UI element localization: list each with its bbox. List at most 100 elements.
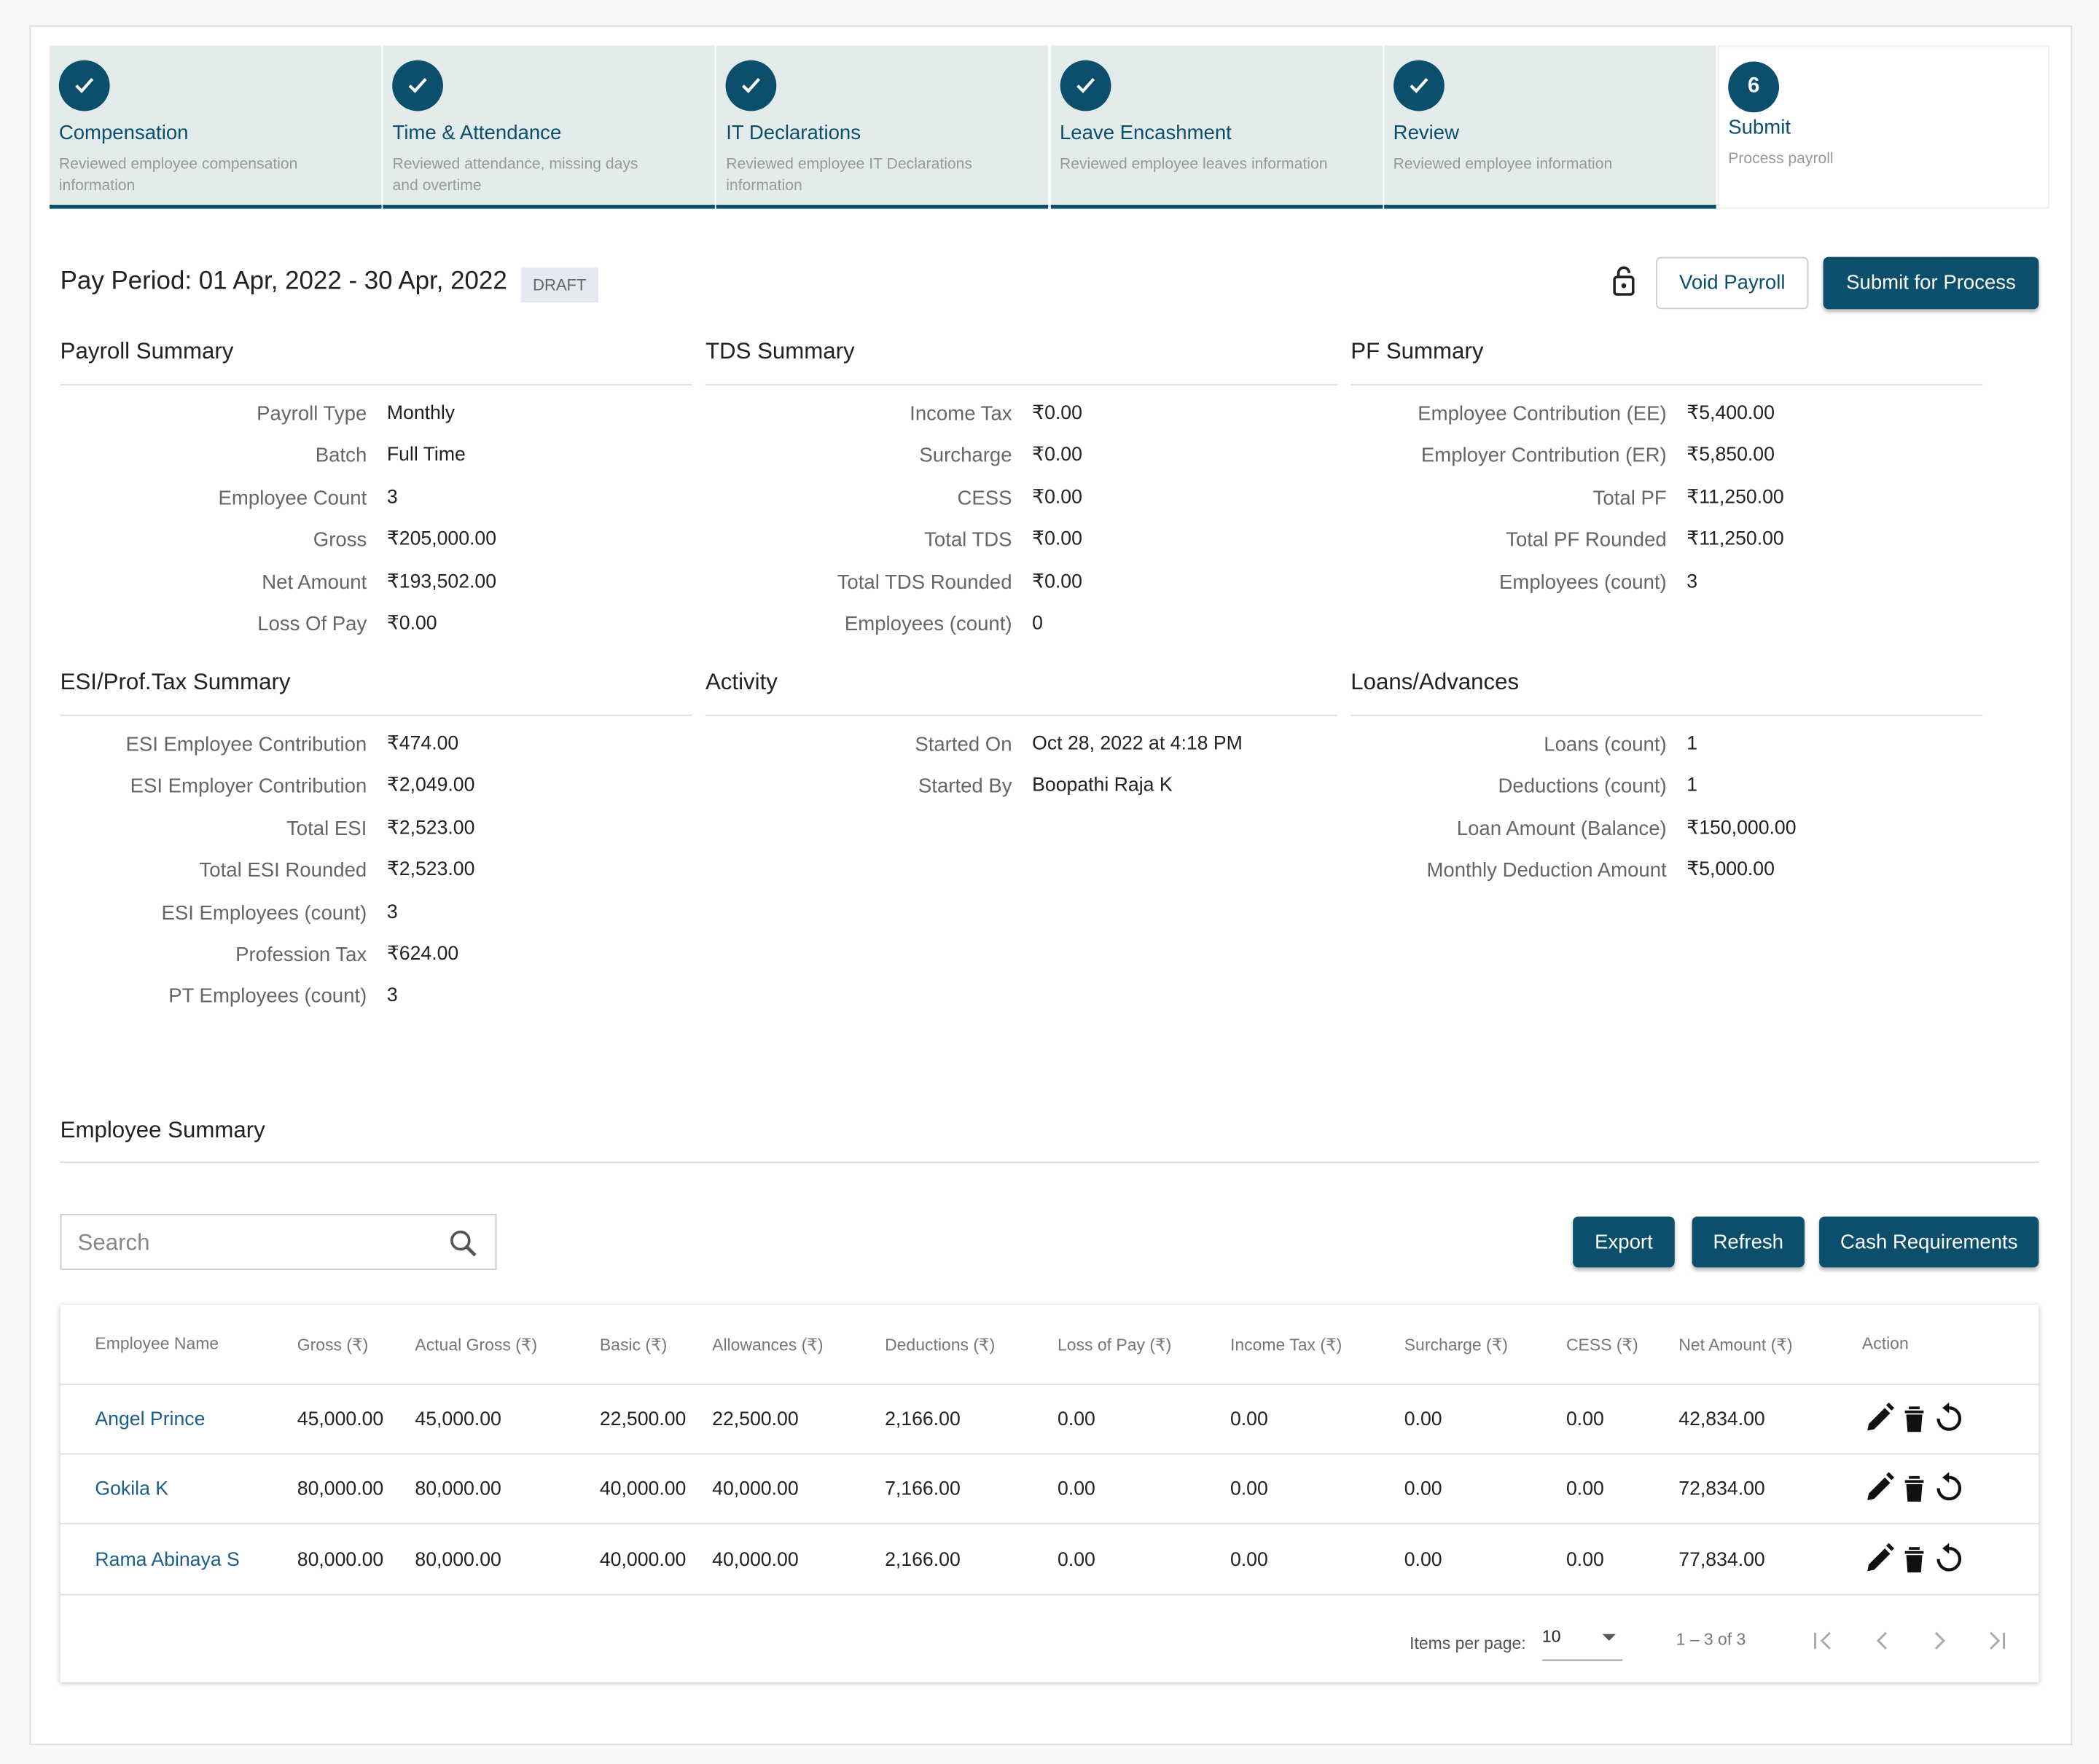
reset-icon[interactable] bbox=[1936, 1476, 1962, 1501]
cell: 45,000.00 bbox=[297, 1409, 384, 1431]
void-payroll-button[interactable]: Void Payroll bbox=[1656, 256, 1809, 310]
field-value: 1 bbox=[1686, 775, 1698, 797]
column-header: Allowances (₹) bbox=[712, 1336, 824, 1355]
table-button[interactable]: Cash Requirements bbox=[1819, 1216, 2039, 1268]
field-value: 3 bbox=[386, 901, 398, 923]
step-circle bbox=[1059, 60, 1111, 111]
employee-link[interactable]: Rama Abinaya S bbox=[95, 1549, 240, 1571]
submit-button[interactable]: Submit for Process bbox=[1823, 256, 2039, 310]
field-value: Oct 28, 2022 at 4:18 PM bbox=[1032, 733, 1243, 755]
section-divider bbox=[705, 714, 1337, 716]
step-label: Submit bbox=[1728, 116, 1791, 140]
step-circle bbox=[58, 60, 110, 111]
cell: 0.00 bbox=[1058, 1409, 1095, 1431]
page-range: 1 – 3 of 3 bbox=[1676, 1630, 1746, 1649]
field-value: 3 bbox=[386, 487, 398, 509]
column-header: Actual Gross (₹) bbox=[415, 1336, 538, 1355]
field-label: Gross bbox=[313, 528, 367, 552]
step-label: Review bbox=[1393, 122, 1460, 145]
step[interactable]: Review Reviewed employee information bbox=[1383, 45, 1716, 209]
employee-link[interactable]: Angel Prince bbox=[95, 1409, 206, 1431]
field-value: ₹0.00 bbox=[1032, 402, 1082, 425]
cell: 0.00 bbox=[1566, 1479, 1604, 1501]
page-navigation bbox=[1810, 1627, 2011, 1661]
cell: 77,834.00 bbox=[1678, 1549, 1765, 1571]
field-value: 3 bbox=[386, 985, 398, 1007]
action-icons bbox=[1864, 1401, 1971, 1443]
field-label: Deductions (count) bbox=[1498, 775, 1667, 799]
cell: 2,166.00 bbox=[885, 1549, 961, 1571]
reset-icon[interactable] bbox=[1936, 1546, 1962, 1571]
page-size-select[interactable]: 10 bbox=[1541, 1627, 1623, 1661]
field-label: Income Tax bbox=[910, 402, 1012, 426]
cell: 0.00 bbox=[1566, 1549, 1604, 1571]
field-value: ₹0.00 bbox=[1032, 528, 1082, 551]
column-header: Employee Name bbox=[95, 1334, 219, 1353]
step[interactable]: IT Declarations Reviewed employee IT Decl… bbox=[716, 45, 1049, 209]
field-label: Total ESI bbox=[286, 817, 367, 841]
cell: 80,000.00 bbox=[297, 1479, 384, 1501]
field-value: ₹0.00 bbox=[1032, 571, 1082, 592]
field-value: ₹0.00 bbox=[386, 613, 437, 635]
step[interactable]: Time & Attendance Reviewed attendance, mi… bbox=[383, 45, 716, 209]
step-label: IT Declarations bbox=[726, 122, 861, 145]
first-page[interactable] bbox=[1814, 1631, 1831, 1650]
cell: 80,000.00 bbox=[415, 1549, 501, 1571]
search-box[interactable]: Search bbox=[60, 1213, 497, 1271]
step-description: Reviewed employee IT Declarations inform… bbox=[726, 156, 972, 195]
field-value: 0 bbox=[1032, 613, 1043, 635]
step-circle bbox=[1393, 60, 1445, 111]
next-page[interactable] bbox=[1934, 1631, 1946, 1650]
field-label: Started On bbox=[915, 733, 1012, 756]
field-value: ₹2,049.00 bbox=[386, 775, 475, 797]
field-label: PT Employees (count) bbox=[168, 985, 367, 1008]
cell: 0.00 bbox=[1230, 1409, 1268, 1431]
dropdown-arrow bbox=[1602, 1634, 1616, 1641]
column-header: Action bbox=[1861, 1334, 1909, 1353]
prev-page[interactable] bbox=[1876, 1631, 1887, 1650]
field-value: ₹624.00 bbox=[386, 943, 459, 965]
field-label: Surcharge bbox=[919, 444, 1012, 468]
field-value: ₹5,850.00 bbox=[1686, 444, 1775, 466]
field-label: ESI Employer Contribution bbox=[130, 775, 367, 799]
action-icons bbox=[1864, 1471, 1971, 1513]
column-header: Basic (₹) bbox=[599, 1336, 668, 1355]
column-header: Net Amount (₹) bbox=[1678, 1336, 1793, 1355]
field-value: ₹11,250.00 bbox=[1686, 487, 1784, 509]
delete-icon[interactable] bbox=[1904, 1406, 1924, 1432]
column-header: Loss of Pay (₹) bbox=[1058, 1336, 1172, 1355]
step[interactable]: 6 Submit Process payroll bbox=[1717, 45, 2050, 209]
employee-link[interactable]: Gokila K bbox=[95, 1479, 169, 1501]
table-button[interactable]: Export bbox=[1573, 1216, 1675, 1268]
edit-icon[interactable] bbox=[1867, 1542, 1894, 1571]
cell: 0.00 bbox=[1230, 1549, 1268, 1571]
delete-icon[interactable] bbox=[1904, 1476, 1924, 1502]
field-label: Loan Amount (Balance) bbox=[1456, 817, 1667, 841]
reset-icon[interactable] bbox=[1936, 1406, 1962, 1431]
delete-icon[interactable] bbox=[1904, 1546, 1924, 1572]
field-label: Employee Count bbox=[218, 487, 367, 510]
cell: 40,000.00 bbox=[712, 1479, 799, 1501]
table-button[interactable]: Refresh bbox=[1692, 1216, 1805, 1268]
field-value: Monthly bbox=[386, 402, 456, 425]
field-value: 3 bbox=[1686, 571, 1698, 592]
field-label: Total PF bbox=[1592, 487, 1667, 510]
cell: 80,000.00 bbox=[415, 1479, 501, 1501]
step[interactable]: Leave Encashment Reviewed employee leaves… bbox=[1050, 45, 1383, 209]
lock-icon[interactable] bbox=[1613, 266, 1635, 303]
field-value: ₹5,400.00 bbox=[1686, 402, 1775, 425]
column-header: Deductions (₹) bbox=[885, 1336, 996, 1355]
last-page[interactable] bbox=[1990, 1631, 2006, 1650]
field-label: Employees (count) bbox=[844, 613, 1012, 636]
field-value: ₹205,000.00 bbox=[386, 528, 497, 551]
cell: 0.00 bbox=[1404, 1549, 1442, 1571]
edit-icon[interactable] bbox=[1867, 1472, 1894, 1501]
cell: 40,000.00 bbox=[712, 1549, 799, 1571]
step[interactable]: Compensation Reviewed employee compensati… bbox=[49, 45, 382, 209]
field-value: ₹474.00 bbox=[386, 733, 459, 755]
field-label: Batch bbox=[315, 444, 367, 468]
edit-icon[interactable] bbox=[1867, 1402, 1894, 1431]
step-description: Reviewed employee compensation informati… bbox=[58, 156, 298, 195]
